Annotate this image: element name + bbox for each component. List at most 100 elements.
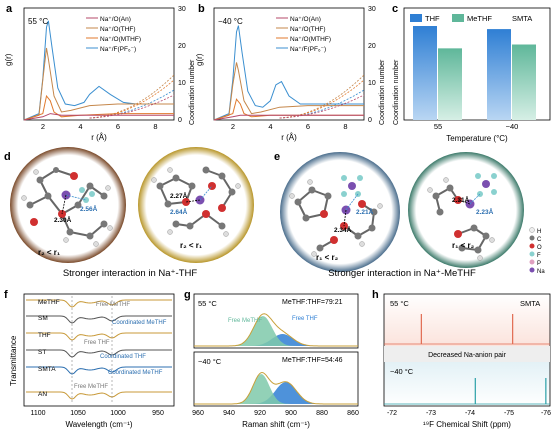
panel-letter-b: b [198,3,205,15]
ftir-xtick-1050: 1050 [70,410,86,417]
bar-ylabel-c: Coordination number [393,59,400,125]
bar-cat-minus40: −40 [506,122,519,131]
legend-c: THF MeTHF SMTA [410,14,532,23]
raman-xtick-960: 960 [192,410,204,417]
note-free-thf: Free THF [84,340,110,346]
xtick-a-2: 2 [41,122,45,131]
atom-legend-o: O [537,245,542,251]
ftir-curve-4 [26,366,172,375]
xticks-a: 2 4 6 8 [41,122,158,131]
bar-xlabel-c: Temperature (°C) [446,134,508,143]
y2tick-b-30: 30 [368,6,376,13]
bar-methf-1 [512,44,536,120]
raman-xlabel: Raman shift (cm⁻¹) [242,420,310,429]
ftir-xtick-1100: 1100 [30,410,45,417]
raman-top-temp: 55 °C [198,299,217,308]
panel-letter-e: e [274,151,280,163]
y2ticks-a: 0 10 20 30 [178,6,186,124]
ftir-curve-5 [26,391,172,400]
nmr-bottom-bg [384,362,550,406]
raman-xtick-920: 920 [254,410,266,417]
atom-legend-f: F [537,253,541,259]
panel-a: a g(r) 55 °C Na⁺/O(An) Na⁺/O(THF) Na⁺/O(… [4,3,196,142]
molecule-cluster-e1 [289,175,383,257]
raman-peak-methf-top [194,316,358,346]
panel-f: f Transmittance MeTHF SM THF ST SMTA AN … [4,289,175,429]
ftir-curve-2 [26,332,172,341]
molecule-ring-d1 [10,147,126,263]
legend-text-thf-a: Na⁺/O(THF) [100,26,136,33]
cn-line-plotA-2 [89,79,175,119]
raman-top-ratio: MeTHF:THF=79:21 [282,299,343,306]
rdf-y2label-b: Coordination number [379,59,386,125]
raman-free-thf: Free THF [292,316,318,322]
plot-area-a [23,20,175,121]
tag-smta-c: SMTA [512,14,532,23]
legend-text-mthf-a: Na⁺/O(MTHF) [100,36,141,43]
raman-free-methf: Free MeTHF [228,318,262,324]
raman-xtick-860: 860 [347,410,359,417]
ftir-xtick-1000: 1000 [110,410,126,417]
bar-methf-0 [438,48,462,120]
nmr-top-temp: 55 °C [390,299,409,308]
nmr-xtick-75: -75 [504,410,514,417]
raman-envelope-top [194,313,358,347]
molecule-cluster-d2 [151,166,241,237]
molecule-ring-e2 [408,152,524,268]
rdf-line-plotB-1 [213,62,364,121]
atom-legend-dot-f [529,251,535,257]
rdf-line-plotB-0 [213,25,364,121]
ftir-ylabel: Transmittance [9,335,18,386]
bar-thf-0 [413,26,437,120]
legend-text-an-a: Na⁺/O(An) [100,16,131,23]
plot-frame-g-top [193,293,359,349]
legend-text-an-b: Na⁺/O(An) [290,16,321,23]
nmr-xtick-76: -76 [541,410,551,417]
panel-letter-g: g [184,289,191,301]
molecule-ring-e1 [280,152,400,272]
xtick-b-6: 6 [306,122,310,131]
y2tick-b-0: 0 [368,117,372,124]
atom-legend-dot-c [529,235,535,241]
distance-label-e2a: 2.31Å [452,195,470,204]
ftir-curve-1 [26,315,172,324]
ftir-xtick-950: 950 [152,410,164,417]
atom-legend-dot-na [529,267,535,273]
panel-e: e [274,151,545,279]
panel-d: d [4,147,254,279]
nmr-area [384,314,550,405]
plot-area-b [213,25,365,121]
panel-letter-d: d [4,151,11,163]
note-coord-thf: Coordinated THF [100,354,146,360]
rdf-ylabel-a: g(r) [4,53,13,66]
distance-label-d1b: 2.30Å [54,215,72,224]
ftir-curve-3 [26,349,172,358]
plot-frame-c [403,7,551,121]
panel-h: h 55 °C SMTA Decreased Na-anion pair −40… [372,289,551,429]
nmr-top-bg [384,294,550,346]
rdf-line-plotA-2 [23,94,174,121]
bar-thf-1 [487,29,511,120]
distance-label-d2b: 2.64Å [170,207,188,216]
rdf-xlabel-b: r (Å) [281,133,297,142]
caption-d: Stronger interaction in Na⁺-THF [63,268,198,279]
ftir-curve-0 [26,299,172,308]
raman-bottom-temp: −40 °C [198,357,222,366]
xticks-b: 2 4 6 8 [231,122,348,131]
panel-b: b g(r) −40 °C Na⁺/O(An) Na⁺/O(THF) Na⁺/O… [195,3,386,142]
xtick-a-6: 6 [116,122,120,131]
bar-area-c [413,26,536,120]
xtick-b-4: 4 [268,122,272,131]
legend-b: Na⁺/O(An) Na⁺/O(THF) Na⁺/O(MTHF) Na⁺/F(P… [276,16,331,53]
relation-d2: r₂ < r₁ [180,241,203,250]
nmr-xtick-74: -74 [465,410,475,417]
panel-letter-h: h [372,289,379,301]
sample-label-methf: MeTHF [38,299,60,306]
temp-label-a: 55 °C [28,17,48,26]
atom-legend-p: P [537,261,541,267]
y2tick-b-10: 10 [368,80,376,87]
raman-bottom-ratio: MeTHF:THF=54:46 [282,357,343,364]
molecule-cluster-d1 [21,167,113,247]
rdf-xlabel-a: r (Å) [91,133,107,142]
